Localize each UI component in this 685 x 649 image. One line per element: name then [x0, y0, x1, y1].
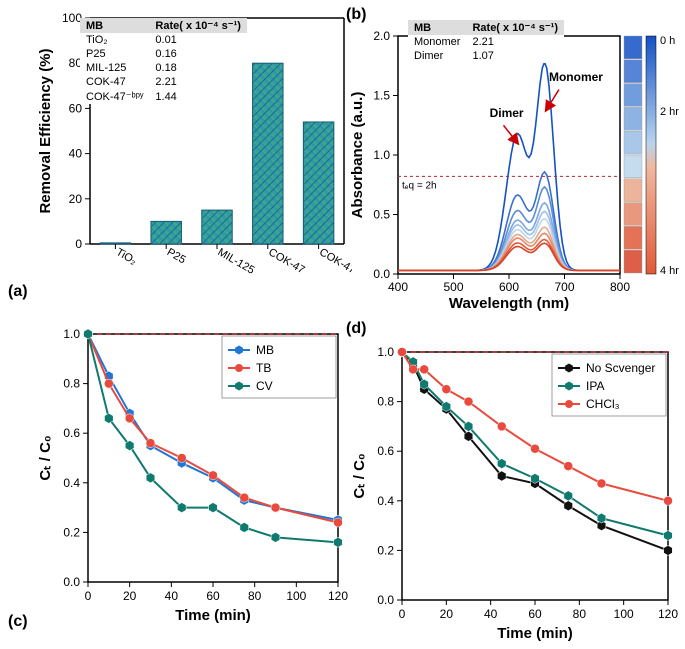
svg-text:0.0: 0.0: [377, 593, 394, 607]
svg-text:CV: CV: [256, 379, 273, 393]
svg-text:tₑq = 2h: tₑq = 2h: [402, 180, 437, 191]
svg-text:Monomer: Monomer: [549, 70, 603, 84]
svg-text:0.6: 0.6: [63, 426, 80, 440]
panel-a: (a) 020406080100TiO₂P25MIL-125COK-47COK-…: [8, 6, 352, 301]
panel-b: (b) 400 500 600 700 800 0.0 0.5 1.0 1.5 2.0 tₑq = …: [346, 6, 685, 319]
svg-text:MB: MB: [256, 343, 274, 357]
svg-text:Wavelength (nm): Wavelength (nm): [449, 295, 569, 312]
svg-text:0: 0: [399, 607, 406, 621]
svg-text:TiO₂: TiO₂: [114, 246, 139, 267]
svg-text:400: 400: [388, 280, 408, 294]
svg-text:TB: TB: [256, 361, 271, 375]
svg-text:100: 100: [614, 607, 634, 621]
svg-text:20: 20: [440, 607, 454, 621]
svg-text:0.0: 0.0: [373, 267, 390, 281]
svg-text:Cₜ / C₀: Cₜ / C₀: [37, 435, 54, 480]
svg-text:800: 800: [610, 280, 630, 294]
panel-a-letter: (a): [8, 283, 28, 300]
panel-b-letter: (b): [346, 6, 366, 23]
svg-text:No Scvenger: No Scvenger: [586, 361, 655, 375]
svg-text:60: 60: [206, 589, 220, 603]
svg-text:IPA: IPA: [586, 379, 604, 393]
svg-text:0.2: 0.2: [63, 525, 80, 539]
svg-text:40: 40: [484, 607, 498, 621]
svg-text:MIL-125: MIL-125: [216, 246, 257, 277]
svg-text:0.0: 0.0: [63, 575, 80, 589]
svg-text:20: 20: [69, 192, 83, 206]
svg-text:COK-47: COK-47: [266, 246, 306, 276]
svg-text:1.0: 1.0: [63, 327, 80, 341]
figure-root: (a) 020406080100TiO₂P25MIL-125COK-47COK-…: [0, 0, 685, 635]
svg-text:1.0: 1.0: [373, 148, 390, 162]
chart-c-decay: 0204060801001200.00.20.40.60.81.0MBTBCVT…: [32, 320, 352, 626]
inset-a: MBRate( x 10⁻⁴ s⁻¹)TiO₂0.01P250.16MIL-12…: [80, 18, 247, 104]
svg-text:0.8: 0.8: [377, 395, 394, 409]
chart-d-scavenger: 0 20 40 60 80 100 120 0.0 0.2 0.4 0.6 0.8 1.0 No Scve…: [346, 338, 682, 644]
panel-c-letter: (c): [8, 613, 28, 630]
svg-text:Removal Efficiency (%): Removal Efficiency (%): [37, 48, 54, 213]
svg-text:0: 0: [85, 589, 92, 603]
svg-text:Dimer: Dimer: [490, 106, 524, 120]
svg-text:500: 500: [443, 280, 463, 294]
svg-text:0 h: 0 h: [660, 35, 675, 47]
svg-text:80: 80: [248, 589, 262, 603]
svg-text:40: 40: [165, 589, 179, 603]
svg-text:700: 700: [554, 280, 574, 294]
panel-d: (d) 0 20 40 60 80 100 120 0.0 0.2 0.4 0.6 0.8 1.0 No …: [346, 320, 685, 649]
svg-text:20: 20: [123, 589, 137, 603]
svg-text:0: 0: [75, 237, 82, 251]
svg-text:40: 40: [69, 147, 83, 161]
svg-text:0.4: 0.4: [63, 476, 80, 490]
svg-text:600: 600: [499, 280, 519, 294]
svg-text:4 hr: 4 hr: [660, 265, 679, 277]
svg-text:0.6: 0.6: [377, 444, 394, 458]
svg-text:2 hr: 2 hr: [660, 106, 679, 118]
svg-text:Time (min): Time (min): [497, 625, 573, 642]
chart-b-spectra: 400 500 600 700 800 0.0 0.5 1.0 1.5 2.0 tₑq = 2h Di…: [346, 24, 682, 314]
svg-text:0.4: 0.4: [377, 494, 394, 508]
panel-c: (c) 0204060801001200.00.20.40.60.81.0MBT…: [8, 320, 352, 631]
inset-b: MBRate( x 10⁻⁴ s⁻¹)Monomer2.21Dimer1.07: [408, 20, 564, 63]
svg-text:P25: P25: [165, 246, 188, 266]
svg-text:Cₜ / C₀: Cₜ / C₀: [351, 453, 368, 498]
svg-text:Absorbance (a.u.): Absorbance (a.u.): [349, 92, 366, 219]
svg-text:2.0: 2.0: [373, 29, 390, 43]
panel-d-letter: (d): [346, 320, 366, 337]
svg-text:0.5: 0.5: [373, 208, 390, 222]
svg-text:0.8: 0.8: [63, 377, 80, 391]
svg-text:CHCl₃: CHCl₃: [586, 397, 620, 411]
svg-text:1.0: 1.0: [377, 345, 394, 359]
svg-text:60: 60: [528, 607, 542, 621]
svg-text:120: 120: [658, 607, 678, 621]
svg-text:0.2: 0.2: [377, 543, 394, 557]
svg-text:100: 100: [286, 589, 306, 603]
svg-text:1.5: 1.5: [373, 89, 390, 103]
svg-text:80: 80: [573, 607, 587, 621]
svg-text:Time (min): Time (min): [175, 607, 251, 624]
